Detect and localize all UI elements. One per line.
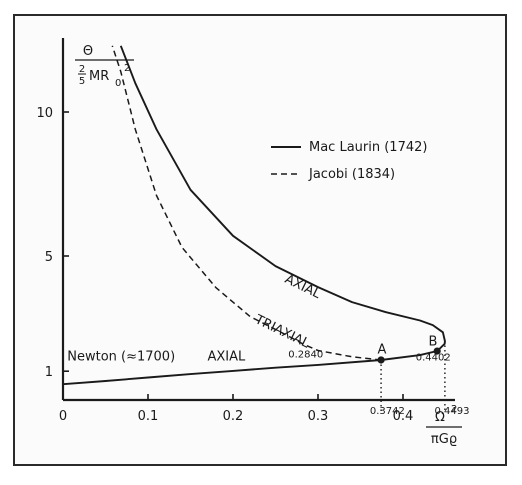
y-label-coef-den: 5 [79,76,85,87]
y-tick-label: 1 [45,365,53,380]
figure-frame [13,14,507,466]
annotation: 0.4493 [434,406,469,417]
y-tick-label: 5 [45,250,53,265]
y-label-numerator: Θ [83,44,93,59]
y-label-denominator: MR [89,69,109,84]
annotation: TRIAXIAL [252,312,313,352]
maclaurin-curve [62,45,446,386]
annotation: B [429,334,438,349]
y-tick-label: 10 [36,106,53,121]
annotation: 0.2840 [288,349,323,360]
point-b [433,347,441,355]
y-label-subscript: 0 [115,78,121,89]
x-label-denominator: πGϱ [431,432,457,447]
annotation: 0.3742 [370,406,405,417]
annotation: Newton (≈1700) [67,349,175,364]
legend-entry: Mac Laurin (1742) [309,140,427,155]
x-label-numerator: Ω [435,410,445,425]
annotation: AXIAL [208,349,247,364]
x-tick-label: 0.3 [308,409,329,424]
x-label-superscript: 2 [451,404,457,415]
point-a [377,356,385,364]
jacobi-curve [111,45,382,361]
y-label-superscript: 2 [124,63,130,74]
annotation: A [378,342,387,357]
x-tick-label: 0.2 [223,409,244,424]
curves [62,45,446,412]
x-tick-label: 0.1 [138,409,159,424]
annotation: AXIAL [282,272,323,302]
axes: 0 0.1 0.2 0.3 0.4 1 5 10 [36,38,455,424]
annotation: 0.4402 [416,352,451,363]
x-tick-label: 0 [59,409,67,424]
legend-entry: Jacobi (1834) [308,167,395,182]
y-label-coef-num: 2 [79,64,85,75]
x-tick-label: 0.4 [393,409,414,424]
